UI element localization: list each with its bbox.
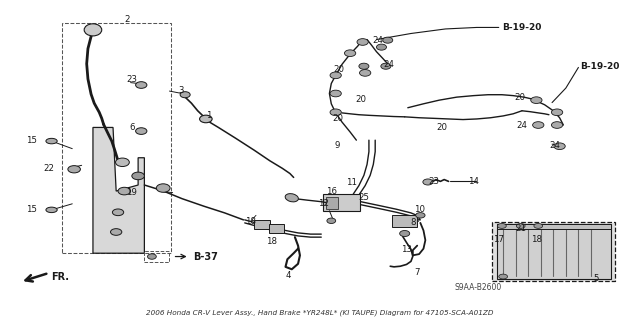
Text: 25: 25	[358, 193, 369, 202]
Ellipse shape	[46, 207, 57, 212]
Text: 1: 1	[205, 111, 211, 120]
Ellipse shape	[136, 82, 147, 88]
Ellipse shape	[423, 179, 433, 185]
Ellipse shape	[111, 229, 122, 235]
Text: 24: 24	[550, 141, 561, 150]
Ellipse shape	[554, 143, 565, 150]
Text: 21: 21	[515, 224, 526, 233]
Ellipse shape	[118, 187, 131, 195]
Ellipse shape	[415, 212, 425, 218]
Text: 18: 18	[246, 217, 257, 226]
Polygon shape	[93, 127, 145, 253]
Bar	[493, 222, 615, 281]
Text: 17: 17	[493, 235, 504, 244]
Bar	[497, 224, 611, 279]
Text: B-37: B-37	[193, 252, 218, 262]
Ellipse shape	[359, 63, 369, 69]
Text: 12: 12	[317, 199, 328, 208]
Ellipse shape	[516, 224, 525, 228]
Text: B-19-20: B-19-20	[580, 62, 620, 71]
Ellipse shape	[200, 115, 212, 123]
Text: 24: 24	[516, 121, 527, 130]
Text: 19: 19	[127, 188, 137, 197]
Ellipse shape	[552, 122, 563, 128]
Ellipse shape	[499, 274, 508, 279]
Ellipse shape	[180, 92, 190, 98]
Ellipse shape	[532, 122, 544, 128]
Ellipse shape	[136, 128, 147, 134]
Bar	[497, 224, 611, 229]
Bar	[254, 220, 270, 229]
Text: 23: 23	[429, 177, 440, 187]
Text: 20: 20	[355, 95, 366, 104]
Ellipse shape	[116, 158, 129, 167]
Text: S9AA-B2600: S9AA-B2600	[455, 283, 502, 292]
Bar	[145, 251, 170, 262]
Bar	[323, 194, 360, 211]
Ellipse shape	[132, 172, 145, 180]
Text: 14: 14	[468, 177, 479, 187]
Text: 15: 15	[26, 136, 37, 145]
Text: 20: 20	[437, 123, 448, 132]
Text: B-19-20: B-19-20	[502, 23, 541, 32]
Ellipse shape	[552, 109, 563, 115]
Bar	[392, 215, 417, 227]
Text: FR.: FR.	[52, 271, 70, 282]
Text: 11: 11	[346, 178, 357, 187]
Bar	[61, 23, 172, 253]
Ellipse shape	[68, 166, 81, 173]
Ellipse shape	[383, 37, 393, 43]
Ellipse shape	[376, 44, 387, 50]
Text: 4: 4	[286, 271, 291, 280]
Ellipse shape	[330, 72, 341, 79]
Text: 9: 9	[335, 141, 340, 150]
Ellipse shape	[156, 184, 170, 192]
Ellipse shape	[330, 90, 341, 97]
Text: 23: 23	[126, 75, 138, 84]
Ellipse shape	[399, 230, 410, 236]
Text: 24: 24	[372, 36, 383, 45]
Ellipse shape	[534, 224, 543, 228]
Bar	[269, 224, 284, 233]
Ellipse shape	[357, 39, 368, 45]
Ellipse shape	[285, 194, 298, 202]
Ellipse shape	[148, 254, 156, 259]
Text: 5: 5	[593, 274, 598, 284]
Text: 7: 7	[415, 268, 420, 278]
Text: 3: 3	[178, 86, 184, 95]
Ellipse shape	[46, 138, 57, 144]
Ellipse shape	[381, 63, 391, 69]
Text: 18: 18	[531, 235, 542, 244]
Text: 13: 13	[401, 245, 412, 254]
Text: 20: 20	[332, 115, 343, 123]
Text: 10: 10	[413, 205, 424, 214]
Ellipse shape	[330, 109, 341, 115]
Text: 20: 20	[333, 65, 344, 74]
Text: 24: 24	[383, 60, 394, 69]
Bar	[326, 197, 337, 209]
Ellipse shape	[497, 224, 506, 228]
Ellipse shape	[113, 209, 124, 216]
Text: 20: 20	[514, 93, 525, 102]
Ellipse shape	[360, 70, 371, 76]
Text: 16: 16	[326, 187, 337, 196]
Ellipse shape	[531, 97, 542, 103]
Ellipse shape	[327, 218, 336, 224]
Text: 8: 8	[410, 219, 415, 227]
Text: 6: 6	[129, 123, 134, 132]
Text: 2: 2	[125, 15, 130, 24]
Ellipse shape	[344, 50, 356, 56]
Text: 2006 Honda CR-V Lever Assy., Hand Brake *YR248L* (KI TAUPE) Diagram for 47105-SC: 2006 Honda CR-V Lever Assy., Hand Brake …	[147, 309, 493, 316]
Text: 22: 22	[44, 164, 54, 173]
Ellipse shape	[84, 24, 102, 36]
Text: 18: 18	[266, 237, 276, 246]
Text: 15: 15	[26, 205, 37, 214]
